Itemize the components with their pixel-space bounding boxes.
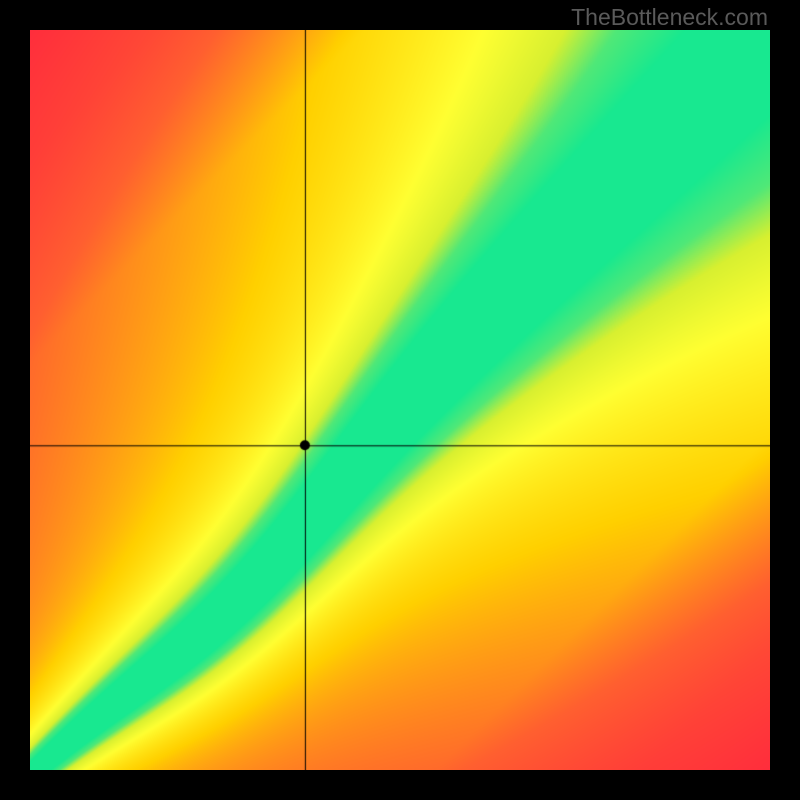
- heatmap-canvas: [30, 30, 770, 770]
- heatmap-chart: [30, 30, 770, 770]
- watermark-text: TheBottleneck.com: [571, 4, 768, 31]
- chart-frame: TheBottleneck.com: [0, 0, 800, 800]
